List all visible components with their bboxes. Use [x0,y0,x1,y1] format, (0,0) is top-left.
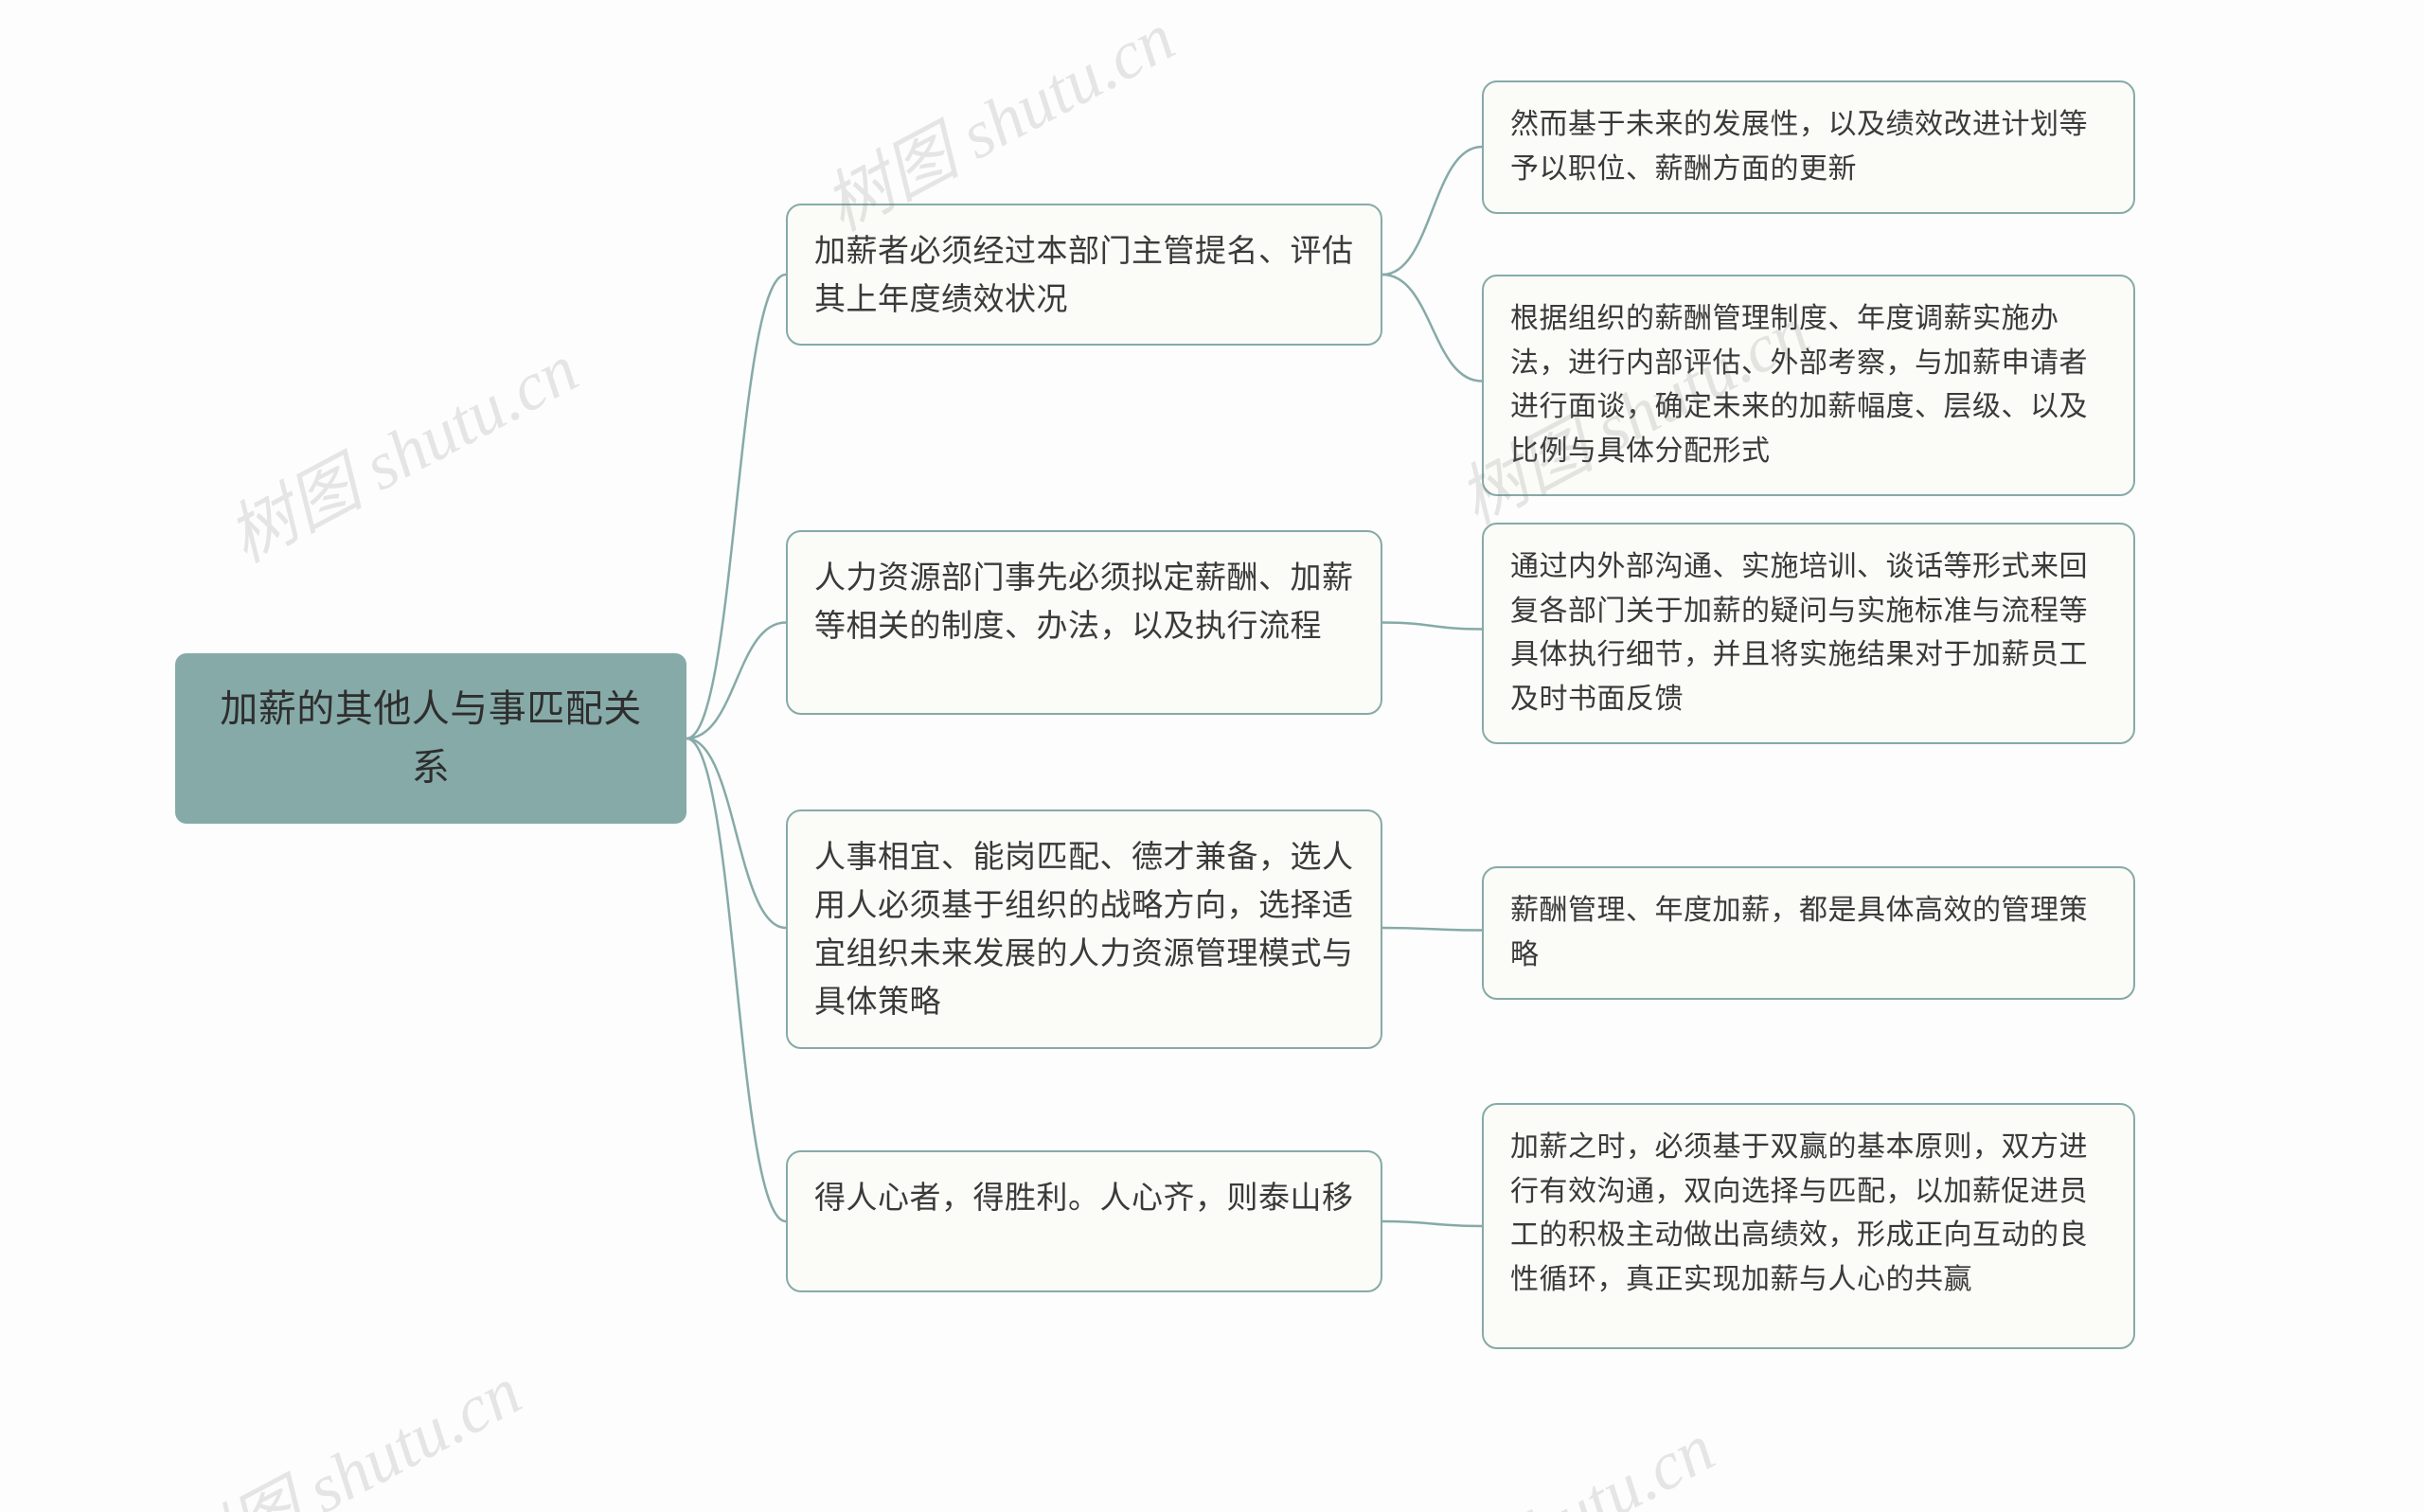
watermark: 树图 shutu.cn [1344,1393,1728,1512]
root-label: 加薪的其他人与事匹配关系 [202,680,660,797]
leaf-label: 然而基于未来的发展性，以及绩效改进计划等予以职位、薪酬方面的更新 [1510,109,2088,185]
branch-node-2: 人力资源部门事先必须拟定薪酬、加薪等相关的制度、办法，以及执行流程 [786,530,1382,715]
branch-node-1: 加薪者必须经过本部门主管提名、评估其上年度绩效状况 [786,204,1382,346]
watermark: 树图 shutu.cn [151,1336,535,1512]
leaf-label: 通过内外部沟通、实施培训、谈话等形式来回复各部门关于加薪的疑问与实施标准与流程等… [1510,551,2088,715]
leaf-node-4: 薪酬管理、年度加薪，都是具体高效的管理策略 [1482,866,2135,1000]
root-node: 加薪的其他人与事匹配关系 [175,653,686,824]
branch-label: 得人心者，得胜利。人心齐，则泰山移 [814,1180,1354,1215]
branch-node-3: 人事相宜、能岗匹配、德才兼备，选人用人必须基于组织的战略方向，选择适宜组织未来发… [786,809,1382,1049]
leaf-label: 根据组织的薪酬管理制度、年度调薪实施办法，进行内部评估、外部考察，与加薪申请者进… [1510,303,2088,467]
watermark: 树图 shutu.cn [207,313,592,580]
leaf-node-1: 然而基于未来的发展性，以及绩效改进计划等予以职位、薪酬方面的更新 [1482,80,2135,214]
leaf-node-5: 加薪之时，必须基于双赢的基本原则，双方进行有效沟通，双向选择与匹配，以加薪促进员… [1482,1103,2135,1349]
branch-label: 人力资源部门事先必须拟定薪酬、加薪等相关的制度、办法，以及执行流程 [814,560,1354,643]
branch-label: 人事相宜、能岗匹配、德才兼备，选人用人必须基于组织的战略方向，选择适宜组织未来发… [814,839,1354,1019]
leaf-node-3: 通过内外部沟通、实施培训、谈话等形式来回复各部门关于加薪的疑问与实施标准与流程等… [1482,523,2135,744]
branch-label: 加薪者必须经过本部门主管提名、评估其上年度绩效状况 [814,233,1354,316]
leaf-node-2: 根据组织的薪酬管理制度、年度调薪实施办法，进行内部评估、外部考察，与加薪申请者进… [1482,275,2135,496]
leaf-label: 加薪之时，必须基于双赢的基本原则，双方进行有效沟通，双向选择与匹配，以加薪促进员… [1510,1131,2088,1295]
leaf-label: 薪酬管理、年度加薪，都是具体高效的管理策略 [1510,895,2088,970]
mindmap-canvas: 加薪的其他人与事匹配关系 加薪者必须经过本部门主管提名、评估其上年度绩效状况 人… [0,0,2424,1512]
branch-node-4: 得人心者，得胜利。人心齐，则泰山移 [786,1150,1382,1292]
